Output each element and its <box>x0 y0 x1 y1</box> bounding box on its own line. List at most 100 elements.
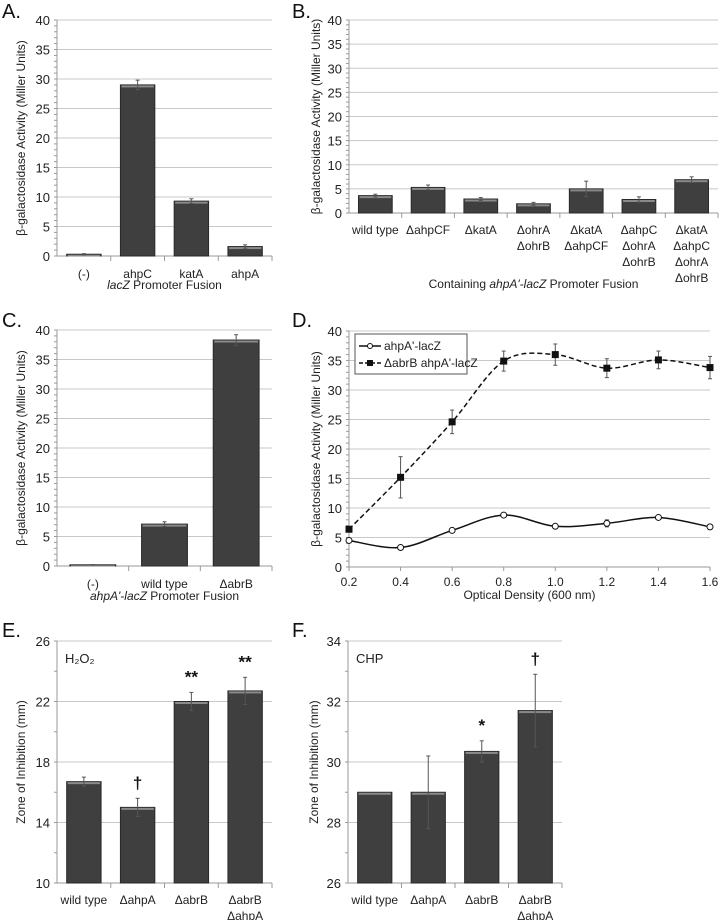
category-label: wild type <box>351 223 399 237</box>
significance-marker: ** <box>185 667 199 686</box>
panel-f: F. 26 28 30 32 34 Zone of Inhibition (mm) wild … <box>292 620 563 920</box>
x-tick-label: 0.6 <box>444 575 461 589</box>
category-label: ΔahpA <box>120 893 156 907</box>
panel-label: F. <box>292 620 308 642</box>
category-label: ΔabrB <box>228 893 261 907</box>
y-tick-label: 10 <box>328 501 342 516</box>
y-tick-label: 30 <box>327 755 341 770</box>
legend-marker <box>367 343 373 349</box>
y-tick-label: 26 <box>36 634 50 649</box>
y-tick-label: 35 <box>36 353 50 368</box>
bar <box>357 195 393 214</box>
category-label: ΔabrB <box>519 893 552 907</box>
data-point <box>500 357 508 365</box>
y-axis-title: β-galactosidase Activity (Miller Units) <box>14 350 28 546</box>
data-point <box>397 544 405 552</box>
panel-e: E. 10 14 18 22 26 Zone of Inhibition (mm) wild … <box>2 620 273 920</box>
category-label: ΔabrB <box>175 893 208 907</box>
panel-d: D. 0 5 10 15 20 25 30 35 40 β-galactosidase Activi… <box>292 310 719 602</box>
significance-marker: † <box>531 649 540 668</box>
data-point <box>345 525 353 533</box>
category-label: ΔabrB <box>219 577 252 591</box>
y-tick-label: 22 <box>36 695 50 710</box>
y-tick-label: 15 <box>328 472 342 487</box>
data-point <box>397 473 405 481</box>
y-tick-label: 5 <box>335 182 342 197</box>
category-label: ΔohrB <box>517 239 550 253</box>
y-tick-label: 40 <box>328 324 342 339</box>
y-tick-label: 0 <box>335 560 342 575</box>
bar-highlight <box>358 792 391 795</box>
category-label: ΔahpCF <box>564 239 608 253</box>
category-label: ΔahpC <box>673 239 710 253</box>
x-axis-title: lacZ Promoter Fusion <box>107 278 222 292</box>
legend: ahpA'-lacZ ΔabrB ahpA'-lacZ <box>354 333 478 375</box>
bar-highlight <box>70 565 115 567</box>
bar <box>464 750 500 884</box>
y-tick-label: 40 <box>36 13 50 28</box>
category-label: ΔahpC <box>621 223 658 237</box>
legend-label: ahpA'-lacZ <box>384 339 441 353</box>
category-label: ΔkatA <box>465 223 497 237</box>
category-label: ΔabrB <box>465 893 498 907</box>
panel-label: A. <box>2 1 21 23</box>
y-tick-label: 0 <box>43 559 50 574</box>
data-point <box>551 522 559 530</box>
series-line <box>348 352 711 530</box>
x-tick-label: 1.0 <box>547 575 564 589</box>
significance-marker: † <box>133 773 142 792</box>
data-point <box>706 364 714 372</box>
bar <box>674 179 710 214</box>
panel-a: A. 0 5 10 15 20 25 30 35 40 β-galactosidase Activi… <box>2 1 273 292</box>
panel-label: B. <box>292 1 311 23</box>
y-axis-title: Zone of Inhibition (mm) <box>14 700 28 823</box>
category-label: ΔahpCF <box>406 223 450 237</box>
category-label: (-) <box>78 267 90 281</box>
y-tick-label: 30 <box>328 61 342 76</box>
inset-label: CHP <box>356 651 383 666</box>
y-tick-label: 40 <box>328 13 342 28</box>
x-tick-label: 0.4 <box>392 575 409 589</box>
y-tick-label: 10 <box>36 876 50 891</box>
category-label: katA <box>179 267 203 281</box>
bar <box>410 186 446 214</box>
panel-c: C. 0 5 10 15 20 25 30 35 40 β-galactosidase Activi… <box>2 310 273 603</box>
y-tick-label: 20 <box>328 110 342 125</box>
inset-label: H₂O₂ <box>65 651 95 666</box>
category-label: ΔkatA <box>676 223 708 237</box>
y-tick-label: 28 <box>327 816 341 831</box>
category-label: ΔohrB <box>675 271 708 285</box>
panel-label: C. <box>2 310 22 332</box>
y-tick-label: 25 <box>328 413 342 428</box>
x-tick-label: 0.8 <box>495 575 512 589</box>
y-tick-label: 5 <box>43 530 50 545</box>
bar <box>212 339 260 567</box>
y-tick-label: 10 <box>328 158 342 173</box>
x-tick-label: 0.2 <box>341 575 358 589</box>
category-label: ΔahpA <box>410 893 446 907</box>
y-tick-label: 26 <box>327 876 341 891</box>
legend-marker <box>367 360 373 366</box>
x-tick-label: 1.2 <box>599 575 616 589</box>
x-axis-title: Containing ahpA'-lacZ Promoter Fusion <box>429 277 639 291</box>
y-tick-label: 32 <box>327 695 341 710</box>
y-tick-label: 40 <box>36 323 50 338</box>
legend-box <box>354 333 468 375</box>
bar <box>141 523 188 567</box>
y-tick-label: 18 <box>36 755 50 770</box>
bar <box>227 690 263 884</box>
x-tick-label: 1.4 <box>650 575 667 589</box>
bar <box>66 781 102 884</box>
bar <box>173 200 210 257</box>
y-tick-label: 15 <box>328 134 342 149</box>
category-label: wild type <box>140 577 188 591</box>
x-axis-title: ahpA'-lacZ Promoter Fusion <box>90 589 239 603</box>
bar <box>119 84 156 257</box>
category-label: ΔohrA <box>517 223 550 237</box>
y-tick-label: 20 <box>36 441 50 456</box>
data-point <box>706 523 714 531</box>
category-label: wild type <box>60 893 108 907</box>
bar <box>357 791 393 884</box>
data-point <box>500 511 508 519</box>
